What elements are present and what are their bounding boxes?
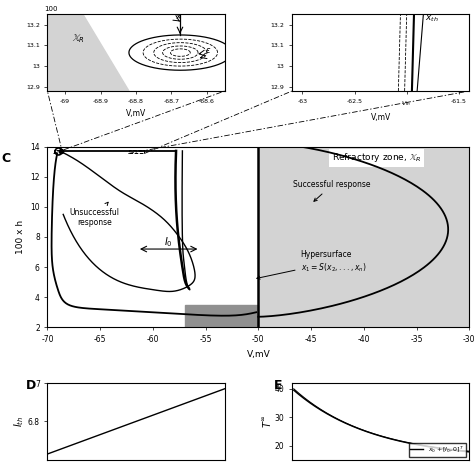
- Text: $x_{th}$: $x_{th}$: [426, 13, 439, 24]
- X-axis label: V,mV: V,mV: [126, 109, 146, 118]
- Bar: [128, 150, 145, 154]
- Text: C: C: [1, 152, 10, 165]
- Bar: [47, 146, 258, 328]
- Bar: [184, 305, 258, 328]
- Text: $I_0$: $I_0$: [164, 235, 173, 249]
- Legend: $x_0+[I_0,0]^T$: $x_0+[I_0,0]^T$: [409, 443, 466, 456]
- Text: $\varepsilon$: $\varepsilon$: [205, 46, 211, 55]
- Y-axis label: 100 x h: 100 x h: [16, 220, 25, 254]
- X-axis label: V,mV: V,mV: [246, 349, 270, 358]
- Text: 100: 100: [44, 6, 57, 12]
- Text: Unsuccessful
response: Unsuccessful response: [70, 202, 120, 227]
- Text: Hypersurface
$x_1=S(x_2,...,x_n)$: Hypersurface $x_1=S(x_2,...,x_n)$: [257, 250, 366, 279]
- Bar: [54, 150, 63, 154]
- Text: E: E: [274, 379, 283, 392]
- Y-axis label: $T^\infty$: $T^\infty$: [261, 415, 273, 428]
- Text: Refractory zone, $\mathbb{X}_R$: Refractory zone, $\mathbb{X}_R$: [332, 151, 421, 164]
- Text: Successful response: Successful response: [293, 180, 371, 201]
- Text: $\mathbb{X}_R$: $\mathbb{X}_R$: [72, 32, 85, 45]
- X-axis label: V,mV: V,mV: [371, 113, 391, 122]
- Y-axis label: $I_{th}$: $I_{th}$: [13, 416, 27, 427]
- Polygon shape: [47, 14, 129, 91]
- Text: D: D: [26, 379, 36, 392]
- Text: x: x: [176, 12, 181, 21]
